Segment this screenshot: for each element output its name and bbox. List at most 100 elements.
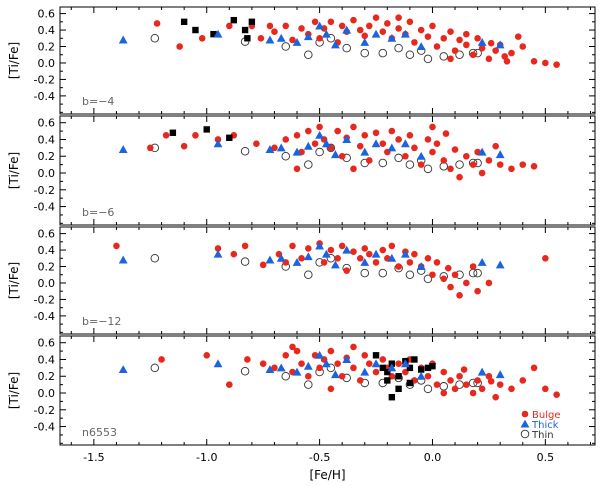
- bulge-point: [485, 55, 493, 63]
- bulge-point: [334, 360, 341, 367]
- bulge-point: [508, 385, 515, 393]
- bulge-point: [411, 144, 418, 152]
- thick-point: [342, 135, 352, 143]
- thick-point: [303, 361, 313, 370]
- bulge-point: [146, 144, 154, 152]
- x-tick-label: 0.0: [424, 451, 442, 464]
- square-point: [248, 18, 256, 26]
- bulge-point: [456, 292, 463, 299]
- bulge-point: [192, 131, 199, 139]
- bulge-point: [176, 43, 183, 50]
- thick-point: [495, 40, 505, 49]
- bulge-point: [379, 356, 387, 363]
- bulge-point: [320, 259, 328, 266]
- bulge-point: [379, 246, 387, 254]
- bulge-point: [356, 254, 364, 262]
- thin-point: [423, 54, 433, 64]
- bulge-point: [395, 263, 402, 270]
- bulge-point: [478, 385, 486, 393]
- bulge-point: [530, 163, 538, 170]
- bulge-point: [316, 34, 323, 42]
- y-tick-label: 0.4: [38, 24, 56, 37]
- bulge-point: [379, 28, 387, 35]
- panel-1: -0.4 -0.2 0.0 0.2 0.4 0.6 [Ti/Fe] b=−4: [7, 6, 596, 115]
- square-point: [169, 129, 177, 136]
- bulge-point: [334, 127, 341, 135]
- thin-point: [150, 363, 160, 373]
- square-point: [406, 379, 414, 387]
- thick-point: [213, 29, 223, 38]
- square-point: [395, 385, 402, 393]
- bulge-point: [259, 261, 267, 269]
- bulge-point: [433, 381, 441, 388]
- bulge-point: [327, 246, 335, 254]
- y-tick-label: 0.6: [38, 228, 56, 241]
- bulge-point: [485, 372, 493, 380]
- thick-point: [303, 252, 313, 261]
- bulge-point: [316, 123, 323, 131]
- bulge-point: [429, 148, 436, 156]
- thick-point: [360, 257, 370, 266]
- thick-point: [495, 370, 505, 379]
- bulge-point: [365, 157, 373, 164]
- bulge-point: [356, 142, 364, 150]
- bulge-point: [226, 381, 233, 388]
- thick-point: [321, 249, 331, 258]
- bulge-point: [271, 364, 278, 372]
- panel-frame: [59, 226, 596, 335]
- bulge-point: [553, 391, 560, 398]
- legend-label-bulge: Bulge: [532, 410, 560, 421]
- thin-point: [240, 146, 250, 156]
- y-tick-label: 0.4: [38, 244, 56, 257]
- panel-label: b=−12: [82, 315, 121, 328]
- bulge-point: [492, 47, 499, 54]
- bulge-point: [343, 267, 350, 274]
- bulge-point: [350, 343, 357, 351]
- thin-point: [423, 384, 433, 394]
- bulge-point: [356, 26, 364, 34]
- bulge-point: [282, 136, 290, 143]
- bulge-point: [253, 140, 260, 147]
- bulge-point: [530, 58, 538, 65]
- thick-point: [400, 139, 410, 148]
- square-point: [203, 126, 210, 133]
- panel-label: b=−4: [82, 95, 114, 108]
- bulge-point: [485, 279, 493, 287]
- bulge-point: [327, 18, 335, 26]
- thin-point: [360, 268, 369, 278]
- bulge-point: [503, 58, 511, 65]
- bulge-point: [113, 242, 120, 250]
- bulge-point: [530, 364, 538, 372]
- y-tick-label: 0.6: [38, 8, 56, 21]
- square-point: [241, 26, 249, 34]
- bulge-point: [226, 22, 233, 30]
- thin-point: [281, 371, 290, 381]
- bulge-point: [361, 131, 369, 139]
- bulge-point: [266, 22, 274, 30]
- bulge-point: [338, 242, 346, 250]
- bulge-point: [492, 142, 499, 150]
- bulge-point: [542, 59, 549, 67]
- bulge-point: [289, 36, 296, 44]
- y-tick-label: -0.2: [34, 404, 55, 417]
- bulge-point: [444, 264, 452, 272]
- bulge-point: [553, 61, 560, 68]
- bulge-point: [424, 136, 432, 143]
- thick-point: [265, 35, 275, 44]
- thick-point: [477, 257, 487, 266]
- bulge-point: [293, 165, 301, 173]
- square-point: [230, 16, 238, 24]
- thick-point: [342, 245, 352, 254]
- thick-point: [331, 40, 340, 49]
- bulge-point: [311, 140, 319, 147]
- x-axis: -1.5 -1.0 -0.5 0.0 0.5 [Fe/H]: [83, 451, 554, 482]
- square-point: [384, 377, 391, 384]
- thin-point: [315, 147, 324, 157]
- y-tick-label: 0.0: [38, 387, 56, 400]
- square-point: [226, 134, 233, 141]
- bulge-point: [350, 364, 357, 372]
- thin-point: [378, 48, 388, 58]
- bulge-point: [474, 287, 481, 295]
- thin-point: [304, 160, 313, 169]
